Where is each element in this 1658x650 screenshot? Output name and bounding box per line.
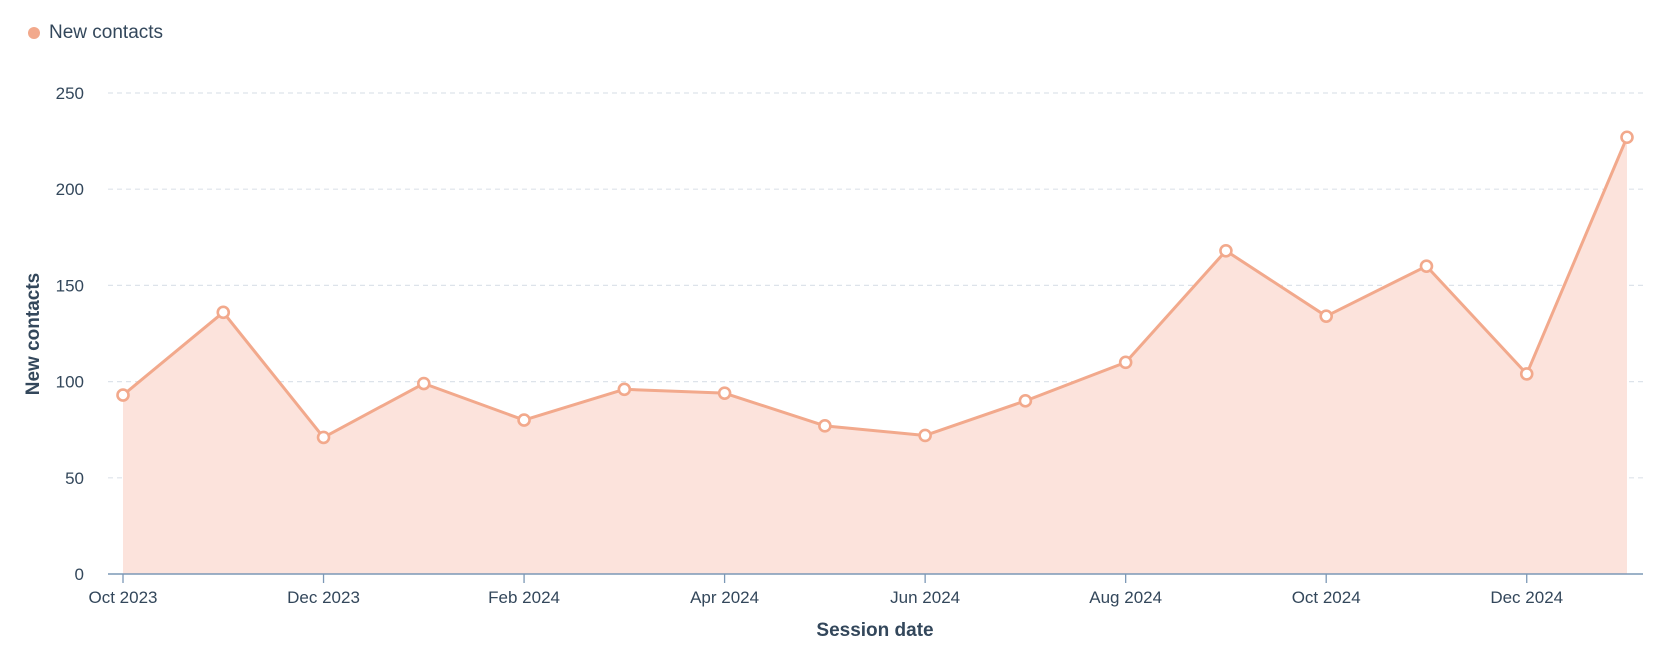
y-axis-title: New contacts <box>23 273 44 395</box>
data-point <box>316 430 331 445</box>
data-point <box>1319 309 1333 323</box>
x-axis-title: Session date <box>816 620 933 641</box>
data-point <box>818 419 832 433</box>
data-point <box>1519 367 1534 381</box>
legend-label: New contacts <box>49 22 164 43</box>
legend-swatch-icon <box>28 27 40 39</box>
data-points <box>116 130 1634 445</box>
x-tick-label: Aug 2024 <box>1089 588 1162 607</box>
x-tick-label: Oct 2024 <box>1292 588 1361 607</box>
data-point <box>717 386 732 400</box>
y-tick-label: 250 <box>56 84 84 103</box>
axis-labels: Session date New contacts 0 50 100 150 200 25… <box>23 84 1563 641</box>
area-fill-shape <box>123 137 1627 574</box>
y-tick-label: 0 <box>75 565 84 584</box>
data-point <box>918 428 932 443</box>
x-tick-label: Dec 2024 <box>1490 588 1563 607</box>
data-point <box>216 305 231 320</box>
y-tick-label: 200 <box>56 180 84 199</box>
data-point <box>617 382 632 397</box>
x-tick-label: Oct 2023 <box>89 588 158 607</box>
axes <box>108 573 1643 583</box>
data-point <box>517 413 531 427</box>
data-point <box>1419 259 1434 273</box>
x-tick-label: Apr 2024 <box>690 588 759 607</box>
y-tick-label: 100 <box>56 373 84 392</box>
y-tick-label: 150 <box>56 276 84 295</box>
x-tick-label: Jun 2024 <box>890 588 960 607</box>
series-line <box>121 135 1629 439</box>
data-point <box>416 376 431 391</box>
y-tick-label: 50 <box>65 469 84 488</box>
legend[interactable]: New contacts <box>28 22 163 44</box>
data-point <box>1018 394 1033 408</box>
series-line-new-contacts <box>121 135 1629 439</box>
area-fill <box>123 137 1627 574</box>
data-point <box>1118 355 1133 370</box>
data-point <box>1219 243 1233 258</box>
x-tick-label: Dec 2023 <box>287 588 360 607</box>
data-point <box>116 388 130 402</box>
data-point <box>1620 130 1634 145</box>
x-tick-label: Feb 2024 <box>488 588 560 607</box>
